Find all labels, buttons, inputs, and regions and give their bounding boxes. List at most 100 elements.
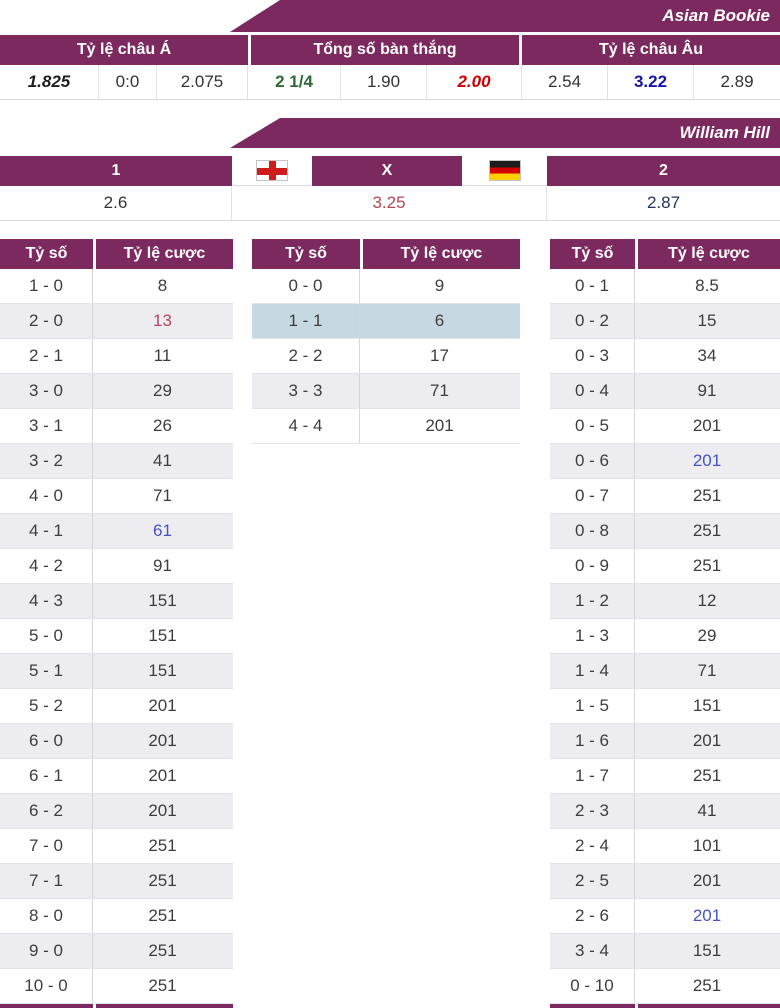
table-row: 0 - 2 15 [550,304,780,339]
score-tables-section: Tỷ số Tỷ lệ cược 1 - 0 8 2 - 0 13 2 - 1 11 3 -… [0,239,780,1008]
table-row: 1 - 3 29 [550,619,780,654]
score-cell: 1 - 7 [550,759,635,793]
odds-cell: 41 [153,451,172,470]
score-cell: 4 - 1 [0,514,93,548]
score-cell: 4 - 2 [0,549,93,583]
score-table-header: Tỷ số Tỷ lệ cược [550,239,780,269]
odds-cell: 61 [153,521,172,540]
odds-cell: 71 [697,661,717,680]
odds-cell: 201 [148,766,177,785]
score-column-header: Tỷ số [550,239,635,269]
table-row: 2 - 0 13 [0,304,233,339]
odds-column-header: Tỷ lệ cược [638,239,780,269]
table-row: 2 - 3 41 [550,794,780,829]
odds-cell: 251 [148,871,177,890]
odds-cell: 8.5 [695,276,719,295]
table-row: 3 - 2 41 [0,444,233,479]
table-row: 2 - 6 201 [550,899,780,934]
score-cell: 0 - 8 [550,514,635,548]
odds-cell: 201 [148,696,177,715]
table-row: 9 - 0 251 [0,934,233,969]
score-cell: 3 - 0 [0,374,93,408]
score-cell: 1 - 5 [550,689,635,723]
odds-cell: 13 [153,311,172,330]
asian-handicap-header: Tỷ lệ châu Á [0,35,248,65]
score-cell: 0 - 6 [550,444,635,478]
odds-cell: 71 [430,381,449,400]
asian-odds-header-row: Tỷ lệ châu Á Tổng số bàn thắng Tỷ lệ châ… [0,35,780,65]
table-row: 0 - 1 8.5 [550,269,780,304]
score-cell: 1 - 0 [0,269,93,303]
table-row: 6 - 1 201 [0,759,233,794]
odds-cell: 251 [148,976,177,995]
score-cell: 4 - 0 [0,479,93,513]
table-row: 4 - 2 91 [0,549,233,584]
table-row: 1 - 6 201 [550,724,780,759]
odds-cell: 251 [692,521,722,540]
william-hill-odds-value: 3.25 [232,186,547,220]
score-table-body: 0 - 0 9 1 - 1 6 2 - 2 17 3 - 3 71 4 - 4 201 [252,269,520,444]
euro-odds-header: Tỷ lệ châu Âu [522,35,780,65]
odds-cell: 8 [157,276,168,295]
asian-odds-value: 2.075 [157,65,248,99]
table-row: 1 - 4 71 [550,654,780,689]
germany-flag-icon [488,160,521,181]
cutoff-next-header-left [0,1004,233,1008]
table-row: 3 - 0 29 [0,374,233,409]
selection-draw: X [312,156,462,186]
score-table-header: Tỷ số Tỷ lệ cược [0,239,233,269]
odds-cell: 151 [692,696,722,715]
table-row: 6 - 2 201 [0,794,233,829]
score-cell: 6 - 0 [0,724,93,758]
table-row: 1 - 5 151 [550,689,780,724]
asian-bookie-banner-label[interactable]: Asian Bookie [662,6,770,25]
total-goals-header: Tổng số bàn thắng [251,35,519,65]
odds-cell: 151 [692,941,722,960]
table-row: 2 - 1 11 [0,339,233,374]
odds-cell: 29 [153,381,172,400]
score-cell: 5 - 1 [0,654,93,688]
asian-odds-value: 3.22 [608,65,694,99]
score-cell: 0 - 10 [550,969,635,1003]
william-hill-odds-value: 2.6 [0,186,232,220]
odds-cell: 201 [692,731,722,750]
asian-odds-row: 1.825 0:0 2.075 2 1/4 1.90 2.00 2.54 3.22 2.89 [0,65,780,100]
table-row: 7 - 1 251 [0,864,233,899]
odds-cell: 41 [697,801,717,820]
odds-cell: 251 [692,976,722,995]
score-cell: 2 - 3 [550,794,635,828]
score-cell: 0 - 7 [550,479,635,513]
score-table-home: Tỷ số Tỷ lệ cược 1 - 0 8 2 - 0 13 2 - 1 11 3 -… [0,239,233,1004]
table-row: 3 - 1 26 [0,409,233,444]
william-hill-banner-label[interactable]: William Hill [679,123,770,142]
table-row: 1 - 7 251 [550,759,780,794]
table-row: 2 - 5 201 [550,864,780,899]
score-cell: 2 - 2 [252,339,360,373]
william-hill-banner[interactable]: William Hill [230,118,780,148]
score-cell: 9 - 0 [0,934,93,968]
odds-cell: 201 [692,451,722,470]
score-table-away: Tỷ số Tỷ lệ cược 0 - 1 8.5 0 - 2 15 0 - 3 34 0… [550,239,780,1004]
odds-cell: 11 [153,346,172,365]
score-cell: 5 - 2 [0,689,93,723]
score-cell: 0 - 0 [252,269,360,303]
score-cell: 1 - 6 [550,724,635,758]
asian-odds-value: 1.825 [0,65,99,99]
score-cell: 0 - 3 [550,339,635,373]
score-cell: 0 - 4 [550,374,635,408]
score-cell: 7 - 1 [0,864,93,898]
table-row: 1 - 0 8 [0,269,233,304]
odds-cell: 17 [430,346,449,365]
score-column-header: Tỷ số [0,239,93,269]
cutoff-next-header-right [550,1004,780,1008]
odds-cell: 26 [153,416,172,435]
score-cell: 6 - 1 [0,759,93,793]
asian-bookie-banner[interactable]: Asian Bookie [230,0,780,32]
odds-cell: 151 [148,591,177,610]
odds-column-header: Tỷ lệ cược [96,239,233,269]
score-table-header: Tỷ số Tỷ lệ cược [252,239,520,269]
odds-cell: 251 [692,766,722,785]
selection-header-row: 1 X 2 [0,156,780,186]
odds-cell: 91 [697,381,717,400]
